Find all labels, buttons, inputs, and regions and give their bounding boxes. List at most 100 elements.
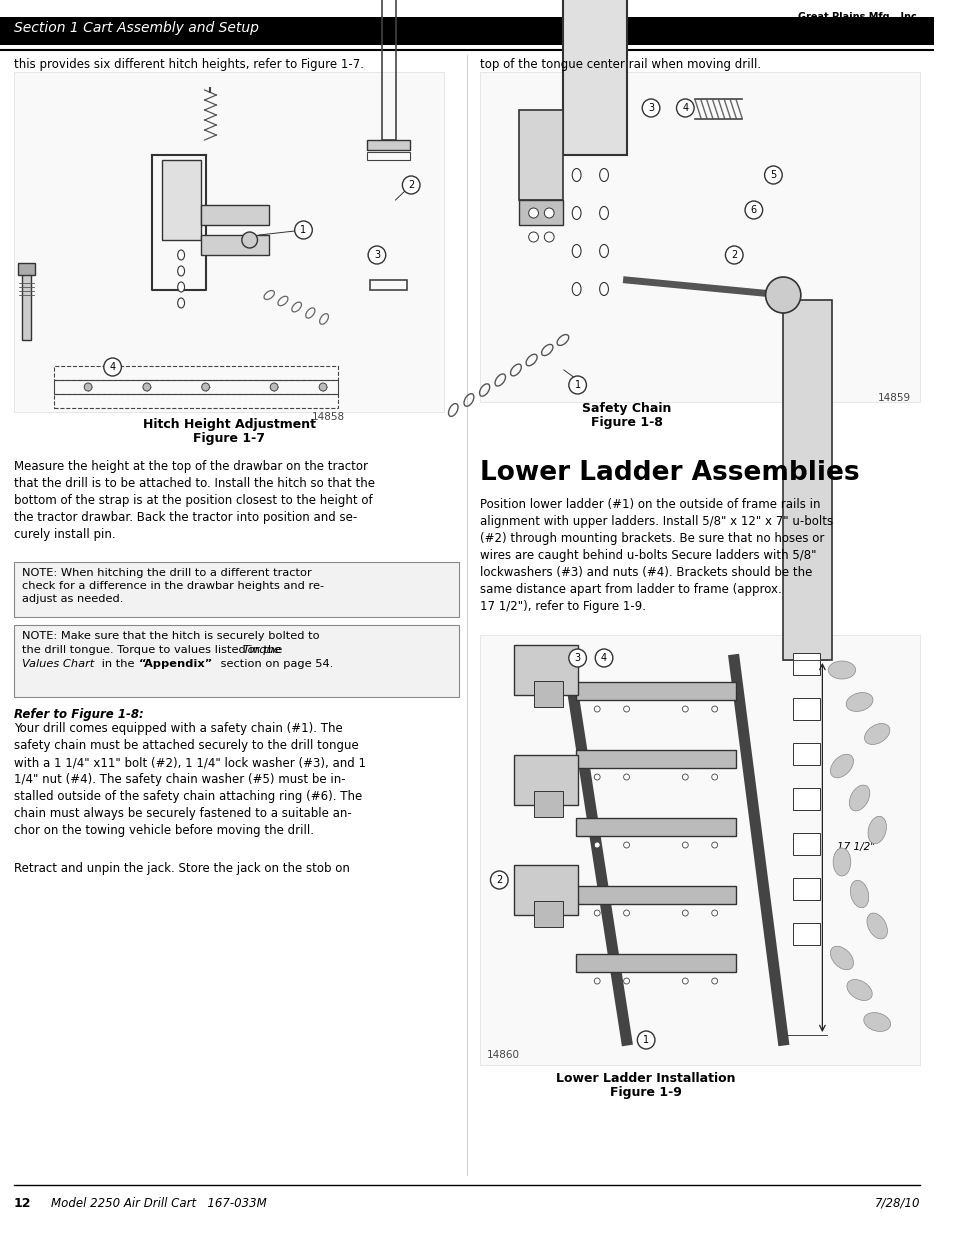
- Circle shape: [594, 706, 599, 713]
- Bar: [792, 743, 820, 764]
- Text: Section 1 Cart Assembly and Setup: Section 1 Cart Assembly and Setup: [13, 21, 258, 35]
- Bar: [161, 161, 200, 240]
- Bar: [518, 110, 562, 200]
- Text: Figure 1-7: Figure 1-7: [193, 432, 265, 445]
- Bar: [792, 653, 820, 676]
- Ellipse shape: [867, 816, 885, 844]
- Circle shape: [294, 221, 312, 240]
- Text: Model 2250 Air Drill Cart   167-033M: Model 2250 Air Drill Cart 167-033M: [51, 1197, 267, 1210]
- Text: Lower Ladder Installation: Lower Ladder Installation: [556, 1072, 735, 1086]
- Circle shape: [765, 277, 800, 312]
- Text: 14860: 14860: [486, 1050, 519, 1060]
- Circle shape: [637, 1031, 655, 1049]
- Circle shape: [681, 910, 687, 916]
- Text: 5: 5: [769, 170, 776, 180]
- Circle shape: [594, 842, 599, 848]
- Bar: [514, 645, 577, 695]
- Text: in the: in the: [98, 659, 138, 669]
- Circle shape: [528, 207, 537, 219]
- Bar: [575, 818, 736, 836]
- Bar: [575, 750, 736, 768]
- Circle shape: [681, 842, 687, 848]
- Bar: [782, 300, 831, 659]
- Circle shape: [711, 910, 717, 916]
- Bar: [575, 953, 736, 972]
- Ellipse shape: [572, 245, 580, 258]
- Bar: [533, 680, 562, 706]
- Ellipse shape: [849, 881, 868, 908]
- Circle shape: [623, 978, 629, 984]
- Circle shape: [104, 358, 121, 375]
- Circle shape: [402, 177, 419, 194]
- Text: 1: 1: [642, 1035, 649, 1045]
- Circle shape: [594, 978, 599, 984]
- Ellipse shape: [829, 755, 853, 778]
- Circle shape: [544, 207, 554, 219]
- Text: Retract and unpin the jack. Store the jack on the stob on: Retract and unpin the jack. Store the ja…: [13, 862, 349, 876]
- Circle shape: [763, 165, 781, 184]
- Text: 7/28/10: 7/28/10: [874, 1197, 920, 1210]
- Circle shape: [744, 201, 761, 219]
- Circle shape: [143, 383, 151, 391]
- Circle shape: [623, 910, 629, 916]
- Bar: [200, 205, 269, 225]
- Bar: [575, 885, 736, 904]
- Circle shape: [676, 99, 694, 117]
- Text: top of the tongue center rail when moving drill.: top of the tongue center rail when movin…: [479, 58, 760, 70]
- Bar: [0, 17, 933, 44]
- Ellipse shape: [829, 946, 853, 969]
- Bar: [479, 72, 920, 403]
- Text: Your drill comes equipped with a safety chain (#1). The
safety chain must be att: Your drill comes equipped with a safety …: [13, 722, 365, 837]
- Text: 4: 4: [681, 103, 688, 112]
- Text: 2: 2: [496, 876, 502, 885]
- Bar: [562, 0, 626, 156]
- Ellipse shape: [866, 913, 886, 939]
- Text: 3: 3: [574, 653, 580, 663]
- Circle shape: [623, 842, 629, 848]
- Ellipse shape: [572, 206, 580, 220]
- Bar: [514, 864, 577, 915]
- Ellipse shape: [845, 693, 872, 711]
- Bar: [53, 366, 337, 380]
- Circle shape: [623, 706, 629, 713]
- Bar: [22, 270, 31, 340]
- Text: 6: 6: [750, 205, 756, 215]
- Text: Hitch Height Adjustment: Hitch Height Adjustment: [142, 417, 315, 431]
- Text: NOTE: When hitching the drill to a different tractor
check for a difference in t: NOTE: When hitching the drill to a diffe…: [22, 568, 323, 604]
- Text: 4: 4: [600, 653, 606, 663]
- Ellipse shape: [177, 298, 184, 308]
- Text: Measure the height at the top of the drawbar on the tractor
that the drill is to: Measure the height at the top of the dra…: [13, 459, 375, 541]
- Ellipse shape: [572, 168, 580, 182]
- Text: Position lower ladder (#1) on the outside of frame rails in
alignment with upper: Position lower ladder (#1) on the outsid…: [479, 498, 832, 613]
- Text: this provides six different hitch heights, refer to Figure 1-7.: this provides six different hitch height…: [13, 58, 363, 70]
- Bar: [792, 923, 820, 945]
- Circle shape: [270, 383, 277, 391]
- Bar: [13, 562, 458, 618]
- Text: Figure 1-9: Figure 1-9: [610, 1086, 681, 1099]
- Text: 3: 3: [647, 103, 654, 112]
- Bar: [13, 72, 444, 412]
- Ellipse shape: [177, 249, 184, 261]
- Text: “Appendix”: “Appendix”: [139, 659, 213, 669]
- Ellipse shape: [177, 266, 184, 275]
- Bar: [53, 380, 337, 394]
- Circle shape: [594, 774, 599, 781]
- Circle shape: [241, 232, 257, 248]
- Ellipse shape: [827, 661, 855, 679]
- Circle shape: [201, 383, 210, 391]
- Bar: [533, 790, 562, 818]
- Text: 2: 2: [730, 249, 737, 261]
- Bar: [792, 698, 820, 720]
- Text: 3: 3: [374, 249, 379, 261]
- Bar: [479, 635, 920, 1065]
- Text: 14859: 14859: [877, 393, 909, 403]
- Text: Refer to Figure 1-8:: Refer to Figure 1-8:: [13, 708, 143, 721]
- Bar: [367, 152, 410, 161]
- Bar: [370, 280, 407, 290]
- Text: Values Chart: Values Chart: [22, 659, 93, 669]
- Circle shape: [595, 650, 612, 667]
- Ellipse shape: [862, 1013, 890, 1031]
- Ellipse shape: [599, 206, 608, 220]
- Circle shape: [594, 910, 599, 916]
- Text: the drill tongue. Torque to values listed in the: the drill tongue. Torque to values liste…: [22, 645, 285, 655]
